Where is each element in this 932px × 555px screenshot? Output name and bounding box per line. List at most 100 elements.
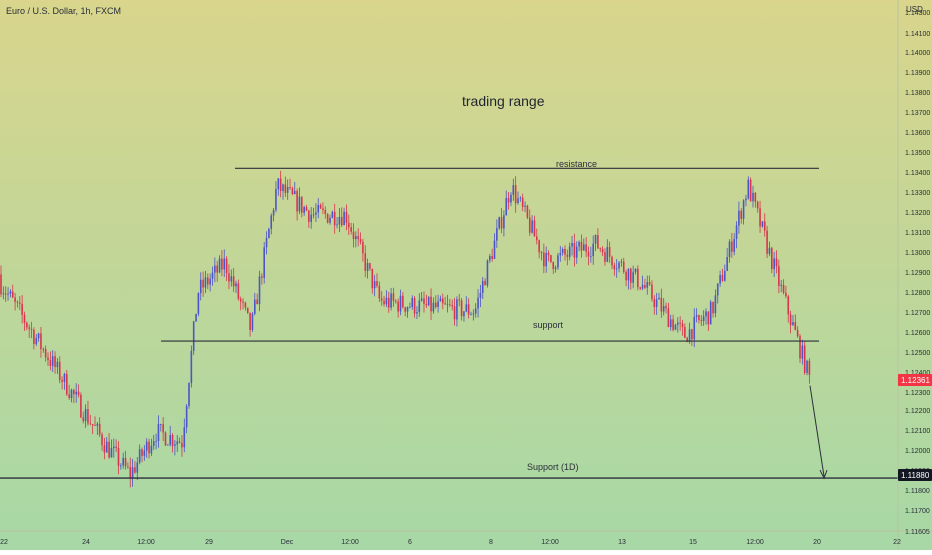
- candle: [214, 257, 216, 283]
- candle: [759, 200, 761, 233]
- projection-arrow[interactable]: [809, 385, 825, 477]
- candle: [630, 267, 632, 290]
- candle: [702, 310, 705, 326]
- candle: [679, 316, 681, 331]
- candle: [434, 295, 437, 309]
- candle: [387, 291, 390, 313]
- candle: [136, 457, 139, 480]
- candle: [796, 326, 799, 338]
- candle: [646, 275, 649, 295]
- resistance-label: resistance: [556, 159, 597, 169]
- candle: [319, 203, 322, 209]
- candle: [178, 437, 181, 444]
- support-1d-label: Support (1D): [527, 462, 579, 472]
- candle: [517, 191, 519, 205]
- candle: [453, 298, 456, 326]
- candle: [719, 270, 721, 287]
- candle: [423, 291, 425, 313]
- candle: [162, 417, 164, 442]
- candle: [728, 239, 731, 263]
- candle: [735, 221, 738, 249]
- candle: [559, 245, 562, 262]
- candle: [202, 271, 204, 297]
- candle: [383, 295, 385, 307]
- candle: [794, 314, 797, 331]
- candle: [152, 434, 155, 450]
- candle: [756, 200, 759, 213]
- candle: [442, 293, 444, 310]
- y-tick-label: 1.14000: [905, 50, 930, 57]
- y-tick-label: 1.12400: [905, 370, 930, 377]
- candle: [399, 289, 402, 316]
- candle: [651, 280, 653, 302]
- y-tick-label: 1.12200: [905, 408, 930, 415]
- candle: [507, 192, 510, 210]
- candle: [437, 294, 439, 313]
- y-tick-label: 1.13300: [905, 190, 930, 197]
- candle: [138, 444, 141, 465]
- candle: [242, 298, 244, 310]
- candle: [148, 438, 150, 459]
- candle: [521, 193, 524, 212]
- candle: [700, 315, 703, 326]
- candle: [792, 315, 794, 326]
- candle: [390, 287, 392, 311]
- candle: [181, 435, 183, 457]
- candle: [714, 289, 717, 318]
- candle: [56, 358, 59, 374]
- candle: [754, 192, 757, 208]
- y-tick-label: 1.13000: [905, 250, 930, 257]
- candle: [235, 280, 237, 293]
- x-tick-label: 29: [205, 539, 213, 546]
- current-price-badge: 1.12361: [898, 374, 932, 386]
- candle: [113, 438, 115, 458]
- x-tick-label: 12:00: [137, 539, 155, 546]
- y-tick-label: 1.12700: [905, 310, 930, 317]
- candle: [639, 287, 641, 291]
- candle: [340, 207, 343, 228]
- candle: [512, 178, 515, 201]
- candle: [740, 208, 743, 224]
- candle: [601, 246, 604, 256]
- candle: [364, 245, 367, 278]
- candle: [416, 306, 418, 319]
- candle: [778, 259, 780, 294]
- candle: [265, 231, 268, 255]
- candle: [413, 296, 416, 318]
- y-tick-label: 1.12300: [905, 390, 930, 397]
- candle: [533, 215, 536, 237]
- candle: [331, 210, 334, 219]
- candle: [510, 192, 512, 207]
- candle: [568, 242, 571, 261]
- candle: [672, 314, 674, 332]
- candle: [392, 287, 395, 307]
- candle: [780, 280, 782, 293]
- candle: [47, 352, 49, 366]
- candle: [82, 411, 85, 424]
- candle: [773, 252, 775, 277]
- candle: [787, 294, 790, 323]
- candle: [157, 415, 160, 448]
- candle: [80, 392, 82, 419]
- candle: [197, 292, 200, 317]
- candle: [16, 300, 19, 308]
- candle: [167, 443, 169, 446]
- candle: [251, 312, 254, 332]
- candle: [171, 433, 174, 453]
- y-tick-label: 1.12100: [905, 428, 930, 435]
- candle: [789, 310, 792, 334]
- y-tick-label: 1.11800: [905, 488, 930, 495]
- candle: [498, 216, 500, 230]
- candle: [4, 286, 7, 302]
- candle: [343, 207, 345, 226]
- candle: [418, 293, 421, 317]
- candle: [803, 341, 806, 375]
- candle: [301, 196, 303, 218]
- candle: [395, 299, 397, 304]
- candle: [117, 441, 120, 475]
- candle: [637, 265, 639, 291]
- candle: [402, 292, 404, 309]
